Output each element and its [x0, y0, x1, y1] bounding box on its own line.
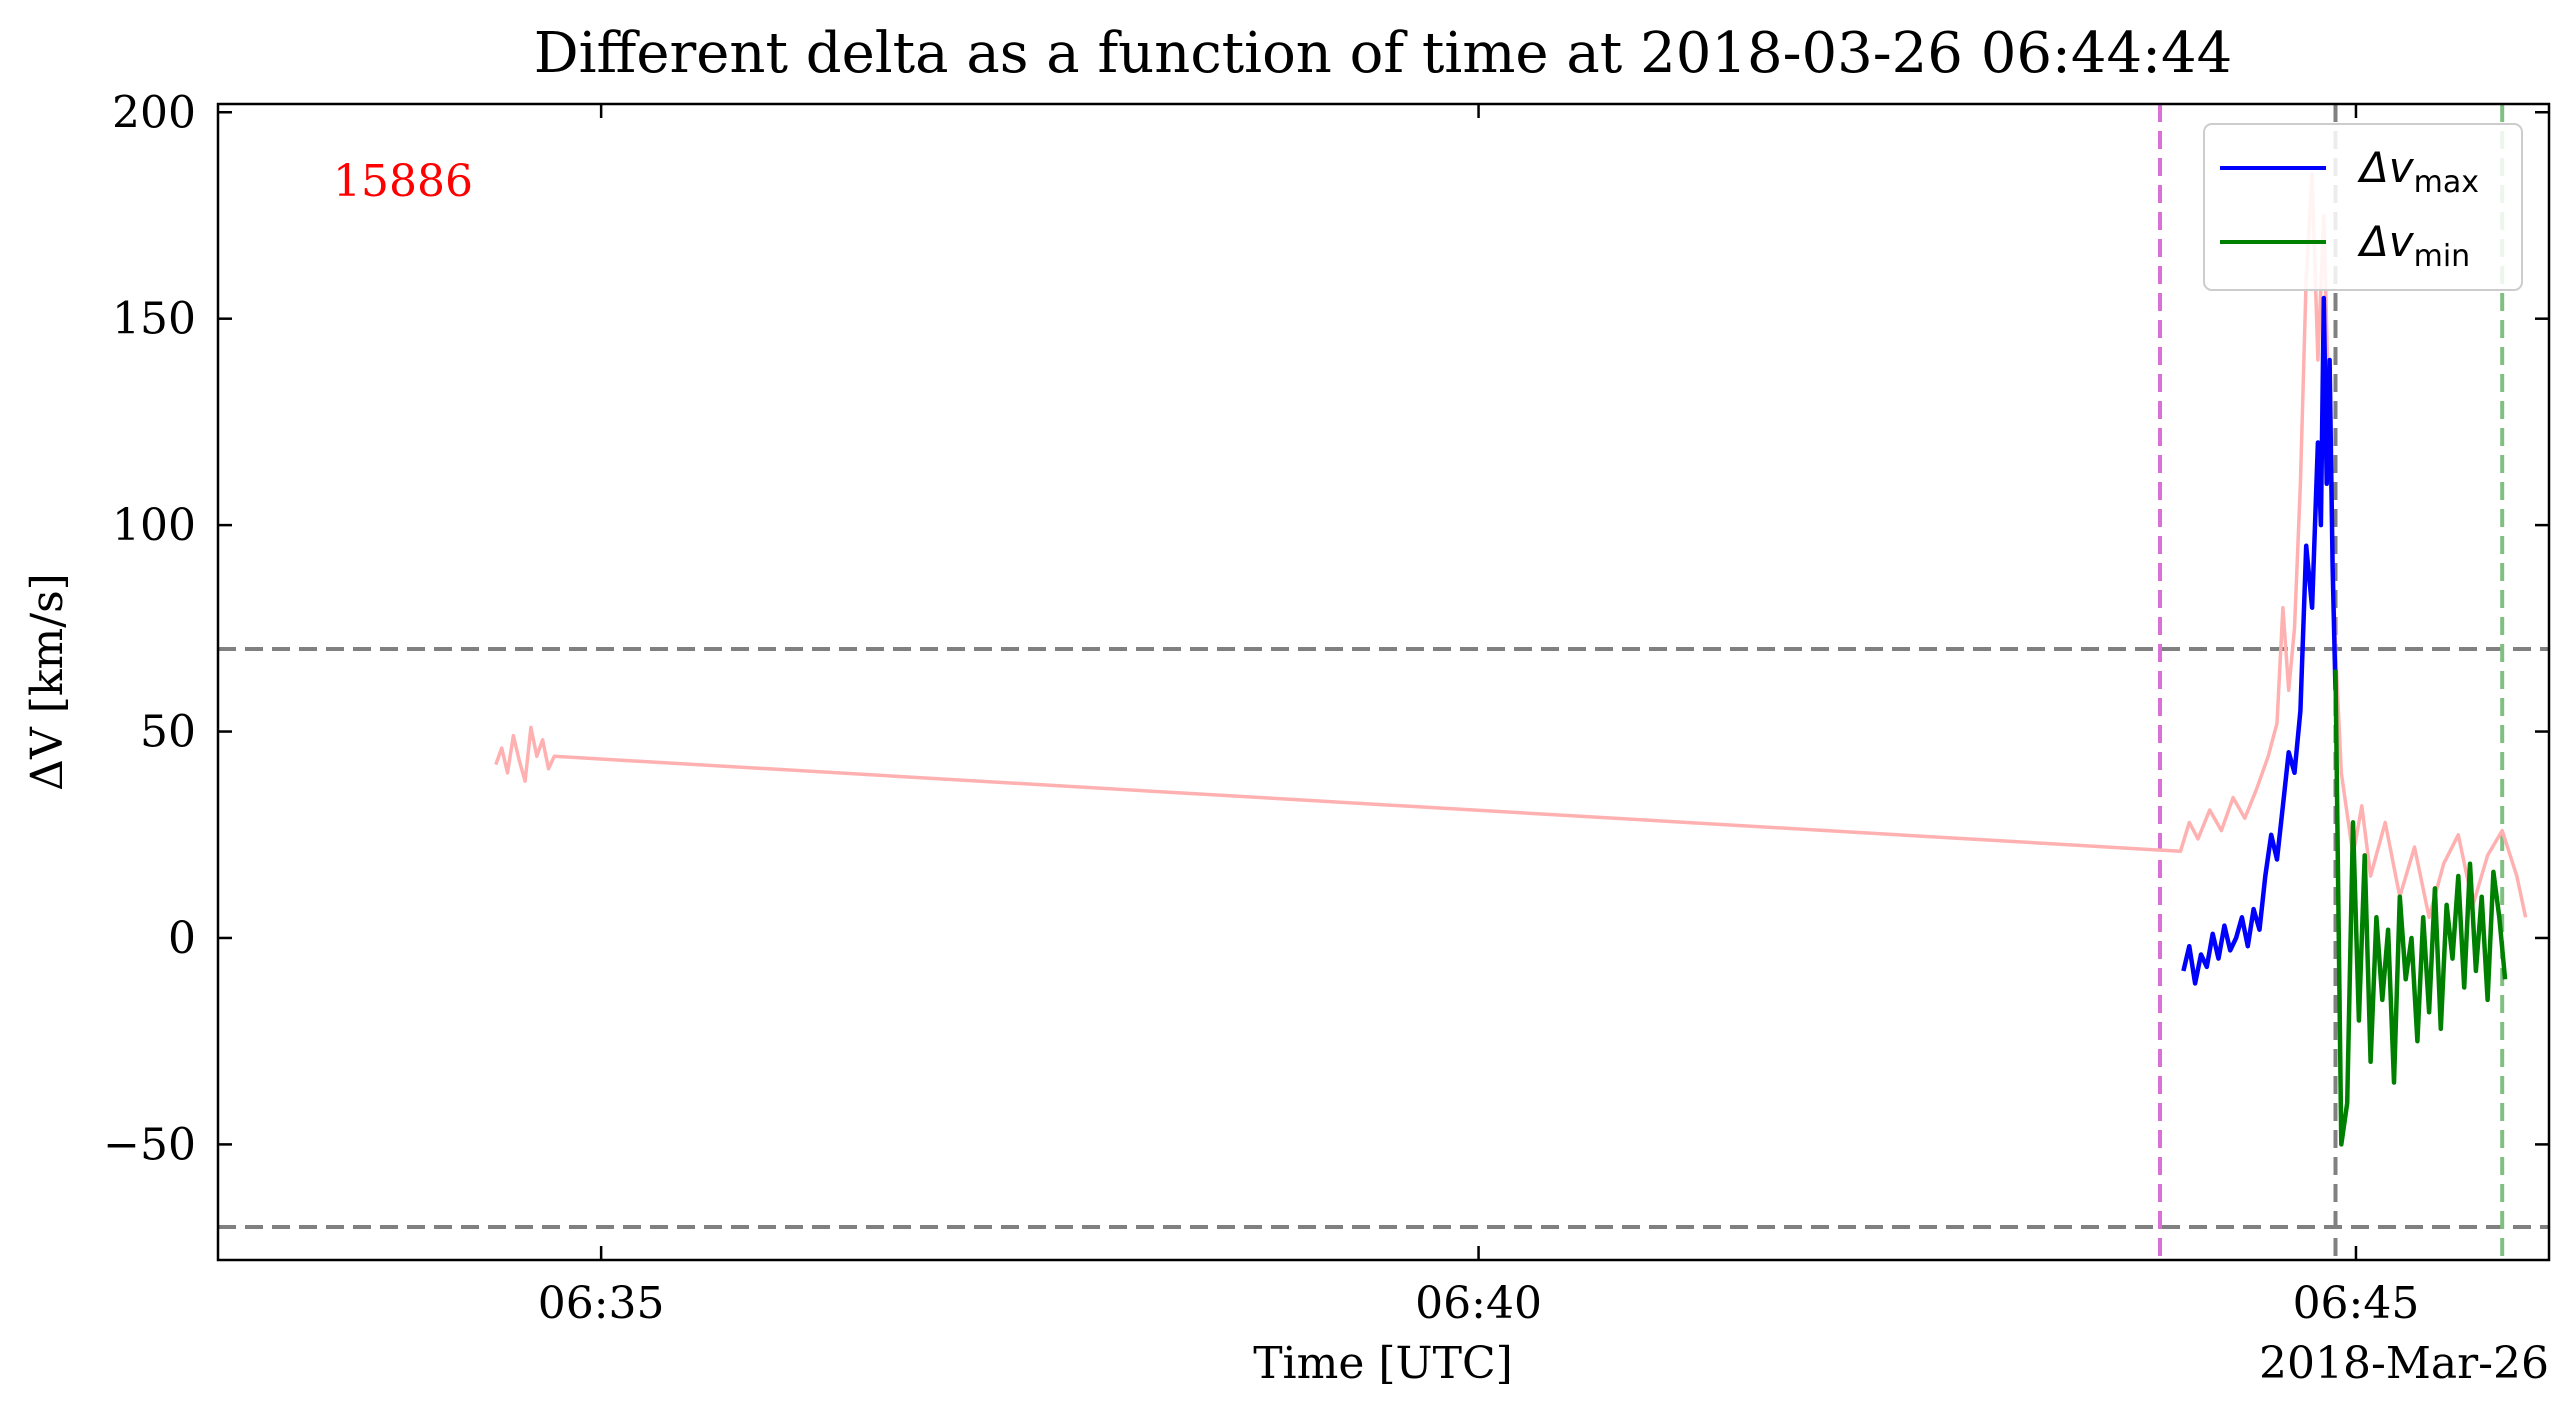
- series-delta-v-min: [2333, 669, 2508, 1147]
- x-tick-label-1: 06:40: [1415, 1278, 1542, 1329]
- x-tick-label-0: 06:35: [538, 1278, 665, 1329]
- y-tick-label-1: 0: [168, 913, 196, 964]
- legend-label-min: Δvmin: [2357, 217, 2470, 274]
- series-delta-v-raw: [494, 172, 2528, 920]
- y-tick-label-5: 200: [112, 87, 196, 138]
- plot-frame: [216, 102, 2551, 1262]
- y-tick-label-4: 150: [112, 294, 196, 345]
- y-tick-label-2: 50: [140, 707, 196, 758]
- x-tick-label-2: 06:45: [2293, 1278, 2420, 1329]
- x-axis-label: Time [UTC]: [1253, 1338, 1513, 1389]
- y-axis: −50 0 50 100 150 200: [103, 87, 2549, 1170]
- series-layer: [494, 172, 2528, 1147]
- legend-label-max: Δvmax: [2357, 143, 2479, 200]
- legend: Δvmax Δvmin: [2203, 123, 2523, 291]
- legend-box: [2203, 123, 2523, 291]
- event-id-annotation: 15886: [333, 156, 473, 207]
- y-tick-label-0: −50: [103, 1119, 196, 1170]
- x-axis: 06:35 06:40 06:45: [538, 104, 2420, 1329]
- y-tick-label-3: 100: [112, 500, 196, 551]
- y-axis-label: ΔV [km/s]: [22, 573, 73, 791]
- x-offset-label: 2018-Mar-26: [2259, 1338, 2549, 1389]
- chart-title: Different delta as a function of time at…: [534, 21, 2233, 86]
- series-delta-v-max: [2181, 295, 2338, 986]
